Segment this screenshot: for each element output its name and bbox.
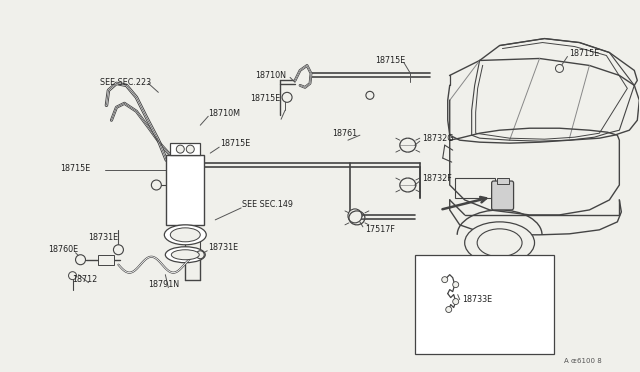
Circle shape [196, 251, 204, 259]
Circle shape [556, 64, 563, 73]
Circle shape [152, 180, 161, 190]
Bar [454, 178, 495, 198]
Circle shape [186, 145, 195, 153]
Text: SEE SEC.149: SEE SEC.149 [242, 201, 293, 209]
Circle shape [442, 277, 448, 283]
Circle shape [366, 92, 374, 99]
Text: 18731E: 18731E [88, 233, 118, 242]
Circle shape [348, 209, 362, 223]
Circle shape [76, 255, 86, 265]
Text: 18731E: 18731E [208, 243, 238, 252]
Circle shape [452, 282, 459, 288]
Text: 18715E: 18715E [570, 49, 600, 58]
Ellipse shape [477, 229, 522, 257]
Bar [415, 255, 554, 355]
Text: A ɶ6100 8: A ɶ6100 8 [564, 358, 602, 364]
Text: 18791N: 18791N [148, 280, 179, 289]
Circle shape [68, 272, 77, 280]
Text: 18732F: 18732F [422, 173, 452, 183]
Ellipse shape [170, 228, 200, 242]
Text: 18733E: 18733E [461, 295, 492, 304]
Ellipse shape [164, 225, 206, 245]
Text: 18710M: 18710M [208, 109, 240, 118]
Text: 18715E: 18715E [250, 94, 280, 103]
Text: 18732G: 18732G [422, 134, 453, 143]
Text: 18712: 18712 [72, 275, 98, 284]
Text: 18715E: 18715E [220, 139, 250, 148]
Ellipse shape [465, 222, 534, 264]
Text: 18715E: 18715E [375, 56, 405, 65]
Text: 17517F: 17517F [365, 225, 395, 234]
Circle shape [113, 245, 124, 255]
Text: 18761: 18761 [332, 129, 357, 138]
Text: 18715E: 18715E [61, 164, 91, 173]
Circle shape [282, 92, 292, 102]
Circle shape [445, 307, 452, 312]
Bar [497, 178, 509, 184]
Circle shape [452, 299, 459, 305]
Text: 18760E: 18760E [49, 245, 79, 254]
Bar [166, 155, 204, 225]
Text: 18710N: 18710N [255, 71, 286, 80]
Ellipse shape [165, 247, 205, 263]
Ellipse shape [172, 250, 199, 260]
Circle shape [176, 145, 184, 153]
Bar [99, 255, 115, 265]
FancyBboxPatch shape [492, 181, 513, 210]
Bar [170, 143, 200, 155]
Text: SEE SEC.223: SEE SEC.223 [100, 78, 152, 87]
